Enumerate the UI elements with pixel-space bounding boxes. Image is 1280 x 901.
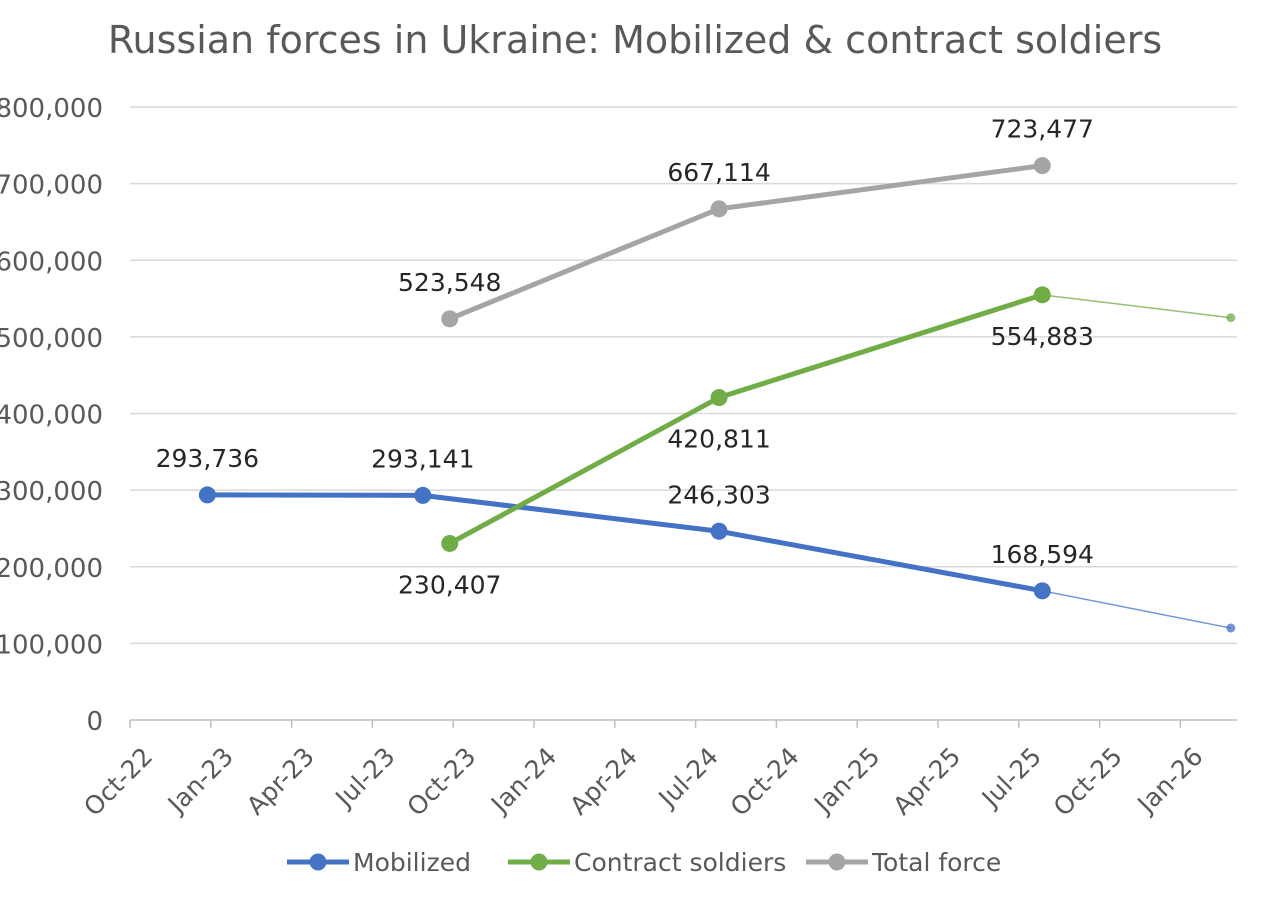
data-point — [1033, 157, 1051, 175]
x-tick-label: Jan-23 — [161, 742, 239, 820]
data-point — [1033, 286, 1051, 304]
x-tick-label: Apr-24 — [564, 742, 643, 821]
data-point — [441, 310, 459, 328]
series-line — [207, 492, 1043, 594]
y-tick-label: 100,000 — [0, 630, 103, 660]
x-tick-label: Oct-23 — [401, 742, 481, 822]
data-point — [710, 200, 728, 218]
x-tick-label: Jul-24 — [652, 742, 724, 814]
data-point — [710, 522, 728, 540]
projection-marker — [1226, 313, 1236, 323]
x-tick-label: Apr-23 — [241, 742, 320, 821]
data-label: 667,114 — [667, 158, 770, 187]
y-tick-label: 300,000 — [0, 477, 103, 507]
data-label: 554,883 — [991, 322, 1094, 351]
y-tick-label: 200,000 — [0, 554, 103, 584]
projection-line — [1042, 294, 1231, 319]
data-label: 293,736 — [156, 444, 259, 473]
data-point — [414, 486, 432, 504]
x-tick-label: Jan-25 — [807, 742, 885, 820]
y-tick-label: 400,000 — [0, 401, 103, 431]
y-tick-label: 0 — [86, 707, 103, 737]
x-tick-label: Jan-26 — [1131, 742, 1209, 820]
data-label: 168,594 — [991, 540, 1094, 569]
x-tick-label: Oct-22 — [78, 742, 158, 822]
x-tick-label: Jan-24 — [484, 742, 562, 820]
data-label: 523,548 — [398, 268, 501, 297]
projection-marker — [1226, 623, 1236, 633]
legend-swatch-marker — [309, 853, 327, 871]
projection-line — [1042, 590, 1231, 629]
y-tick-label: 700,000 — [0, 171, 103, 201]
x-tick-label: Jul-23 — [329, 742, 401, 814]
data-label: 420,811 — [667, 425, 770, 454]
series-line — [448, 163, 1043, 322]
data-label: 293,141 — [371, 444, 474, 473]
data-point — [198, 486, 216, 504]
chart-title: Russian forces in Ukraine: Mobilized & c… — [107, 18, 1163, 62]
x-tick-label: Oct-24 — [725, 742, 805, 822]
legend-label: Mobilized — [353, 848, 471, 877]
legend-swatch-marker — [530, 853, 548, 871]
y-tick-label: 800,000 — [0, 94, 103, 124]
data-point — [441, 534, 459, 552]
data-point — [1033, 582, 1051, 600]
data-label: 723,477 — [991, 115, 1094, 144]
legend-label: Total force — [871, 848, 1001, 877]
data-point — [710, 389, 728, 407]
x-tick-label: Apr-25 — [887, 742, 966, 821]
y-tick-label: 600,000 — [0, 247, 103, 277]
x-tick-label: Oct-25 — [1048, 742, 1128, 822]
x-tick-label: Jul-25 — [975, 742, 1047, 814]
y-tick-label: 500,000 — [0, 324, 103, 354]
data-label: 230,407 — [398, 570, 501, 599]
legend-swatch-marker — [828, 853, 846, 871]
data-label: 246,303 — [667, 480, 770, 509]
legend-label: Contract soldiers — [574, 848, 786, 877]
